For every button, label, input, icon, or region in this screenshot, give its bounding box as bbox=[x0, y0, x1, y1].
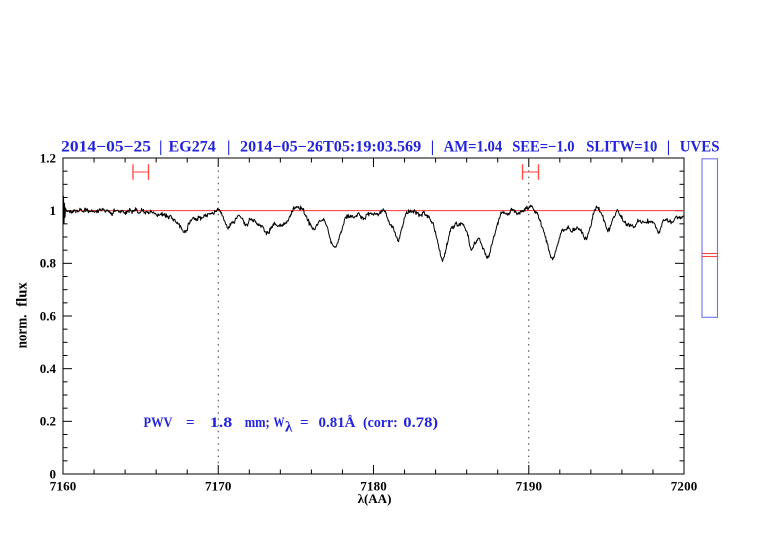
svg-text:λ: λ bbox=[285, 419, 293, 435]
svg-text:7200: 7200 bbox=[671, 478, 697, 493]
svg-text:W: W bbox=[274, 415, 285, 431]
svg-text:2014−05−25: 2014−05−25 bbox=[61, 139, 151, 156]
svg-text:0.78): 0.78) bbox=[403, 415, 438, 431]
svg-text:SLITW=10: SLITW=10 bbox=[586, 139, 657, 156]
svg-text:norm.: norm. bbox=[14, 314, 30, 348]
svg-text:(corr:: (corr: bbox=[363, 415, 398, 431]
svg-text:PWV: PWV bbox=[144, 415, 173, 431]
svg-text:mm;: mm; bbox=[245, 415, 270, 431]
svg-text:flux: flux bbox=[14, 282, 30, 307]
svg-text:=: = bbox=[186, 415, 195, 431]
svg-text:|: | bbox=[431, 139, 434, 156]
svg-text:0: 0 bbox=[50, 466, 57, 481]
svg-text:0.81Å: 0.81Å bbox=[319, 415, 356, 431]
svg-text:1.8: 1.8 bbox=[210, 415, 233, 431]
svg-text:7170: 7170 bbox=[205, 478, 231, 493]
svg-text:λ(AA): λ(AA) bbox=[358, 491, 392, 506]
svg-text:0.2: 0.2 bbox=[40, 414, 56, 429]
svg-text:=: = bbox=[300, 415, 309, 431]
svg-text:1: 1 bbox=[50, 203, 57, 218]
svg-text:0.8: 0.8 bbox=[40, 256, 57, 271]
svg-text:7190: 7190 bbox=[516, 478, 542, 493]
svg-text:AM=1.04: AM=1.04 bbox=[444, 139, 503, 156]
svg-text:|: | bbox=[159, 139, 162, 156]
svg-text:1.2: 1.2 bbox=[40, 150, 56, 165]
svg-text:2014−05−26T05:19:03.569: 2014−05−26T05:19:03.569 bbox=[240, 139, 421, 156]
svg-text:7180: 7180 bbox=[360, 478, 386, 493]
svg-text:UVES: UVES bbox=[680, 139, 720, 156]
svg-text:|: | bbox=[667, 139, 670, 156]
svg-text:|: | bbox=[227, 139, 230, 156]
svg-text:0.6: 0.6 bbox=[40, 308, 57, 323]
svg-text:0.4: 0.4 bbox=[40, 361, 57, 376]
svg-text:EG274: EG274 bbox=[169, 139, 217, 156]
svg-text:SEE=−1.0: SEE=−1.0 bbox=[512, 139, 575, 156]
svg-text:7160: 7160 bbox=[50, 478, 76, 493]
